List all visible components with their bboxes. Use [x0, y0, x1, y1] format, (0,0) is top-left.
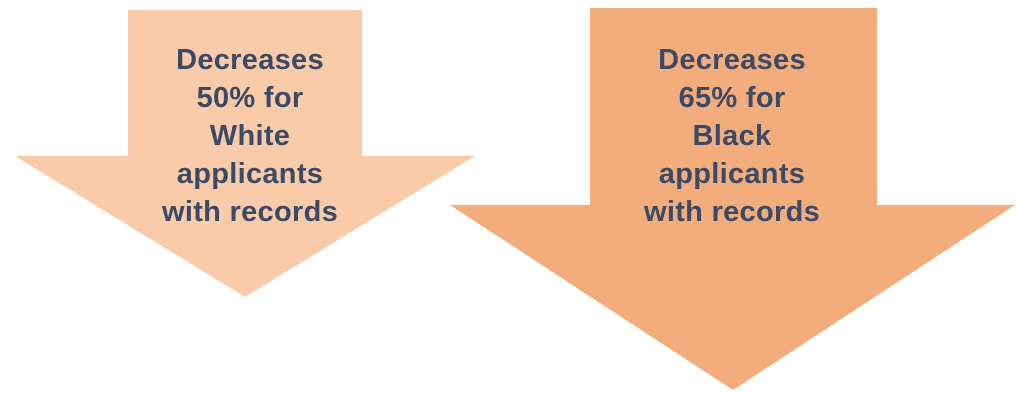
- label-line: Black: [692, 120, 772, 152]
- white-applicants-decrease-label: Decreases 50% for White applicants with …: [130, 41, 370, 231]
- down-arrow-black-applicants: [450, 8, 1015, 390]
- down-arrow-white-applicants: [15, 10, 475, 297]
- label-line: 65% for: [678, 82, 786, 114]
- black-applicants-decrease-label: Decreases 65% for Black applicants with …: [612, 41, 852, 231]
- label-line: 50% for: [196, 82, 304, 114]
- label-line: applicants: [658, 158, 806, 190]
- label-line: with records: [643, 196, 821, 228]
- label-line: applicants: [176, 158, 324, 190]
- label-line: White: [209, 120, 291, 152]
- label-line: Decreases: [176, 44, 324, 76]
- label-line: Decreases: [658, 44, 806, 76]
- label-line: with records: [161, 196, 339, 228]
